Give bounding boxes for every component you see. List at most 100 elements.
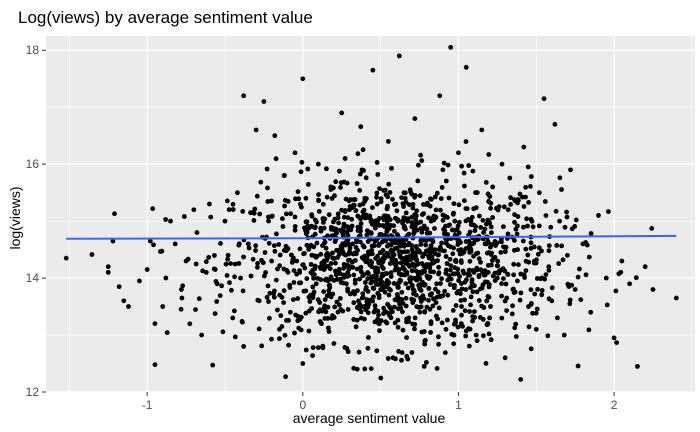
data-point bbox=[508, 195, 513, 201]
data-point bbox=[439, 185, 445, 190]
data-point bbox=[521, 144, 527, 150]
data-point bbox=[396, 267, 402, 272]
data-point bbox=[468, 294, 474, 300]
data-point bbox=[353, 324, 359, 330]
data-point bbox=[414, 244, 419, 250]
data-point bbox=[363, 175, 369, 181]
data-point bbox=[395, 306, 401, 312]
data-point bbox=[360, 147, 366, 153]
data-point bbox=[548, 224, 554, 230]
data-point bbox=[331, 219, 336, 225]
data-point bbox=[334, 230, 339, 236]
data-point bbox=[392, 297, 398, 303]
data-point bbox=[673, 295, 679, 301]
data-point bbox=[516, 262, 521, 268]
data-point bbox=[236, 261, 242, 266]
data-point bbox=[442, 288, 447, 294]
data-point bbox=[568, 167, 573, 173]
data-point bbox=[467, 309, 472, 314]
data-point bbox=[510, 287, 516, 292]
data-point bbox=[394, 208, 400, 214]
data-point bbox=[417, 275, 422, 281]
data-point bbox=[633, 275, 639, 281]
data-point bbox=[406, 231, 412, 237]
data-point bbox=[424, 273, 430, 279]
data-point bbox=[557, 175, 563, 181]
data-point bbox=[277, 292, 283, 298]
data-point bbox=[304, 229, 310, 235]
data-point bbox=[266, 240, 272, 246]
data-point bbox=[470, 168, 476, 174]
data-point bbox=[291, 297, 296, 302]
data-point bbox=[468, 302, 473, 308]
data-point bbox=[345, 233, 351, 238]
data-point bbox=[313, 281, 319, 287]
data-point bbox=[575, 363, 581, 369]
data-point bbox=[434, 313, 439, 319]
data-point bbox=[352, 280, 358, 286]
data-point bbox=[546, 267, 552, 273]
data-point bbox=[313, 254, 319, 260]
data-point bbox=[463, 328, 469, 334]
data-point bbox=[272, 133, 278, 139]
data-point bbox=[324, 166, 329, 172]
data-point bbox=[462, 279, 468, 285]
data-point bbox=[403, 260, 408, 266]
data-point bbox=[456, 278, 461, 283]
data-point bbox=[418, 242, 424, 247]
data-point bbox=[321, 289, 327, 294]
data-point bbox=[409, 350, 415, 355]
data-point bbox=[400, 327, 406, 333]
data-point bbox=[379, 282, 385, 288]
data-point bbox=[400, 309, 405, 315]
data-point bbox=[358, 315, 364, 321]
data-point bbox=[250, 210, 255, 216]
data-point bbox=[390, 250, 396, 255]
data-point bbox=[385, 138, 391, 144]
data-point bbox=[459, 304, 464, 309]
data-point bbox=[457, 251, 463, 257]
data-point bbox=[326, 288, 332, 293]
data-point bbox=[463, 64, 469, 70]
data-point bbox=[481, 230, 486, 236]
data-point bbox=[372, 225, 378, 231]
data-point bbox=[378, 250, 384, 255]
data-point bbox=[293, 196, 298, 202]
data-point bbox=[453, 303, 459, 308]
data-point bbox=[422, 338, 428, 344]
data-point bbox=[443, 326, 449, 332]
data-point bbox=[474, 190, 480, 196]
data-point bbox=[463, 287, 469, 292]
data-point bbox=[311, 289, 317, 295]
data-point bbox=[426, 215, 431, 221]
data-point bbox=[144, 267, 150, 272]
data-point bbox=[525, 223, 530, 229]
data-point bbox=[315, 297, 321, 303]
data-point bbox=[345, 215, 351, 221]
data-point bbox=[369, 264, 374, 269]
data-point bbox=[381, 188, 387, 193]
data-point bbox=[335, 215, 341, 221]
data-point bbox=[451, 341, 457, 347]
data-point bbox=[284, 247, 290, 253]
data-point bbox=[360, 214, 366, 219]
data-point bbox=[517, 297, 523, 303]
data-point bbox=[340, 308, 346, 314]
data-point bbox=[384, 206, 390, 212]
data-point bbox=[536, 190, 542, 196]
data-point bbox=[370, 251, 375, 257]
data-point bbox=[212, 311, 218, 316]
data-point bbox=[559, 187, 564, 192]
data-point bbox=[470, 318, 475, 324]
data-point bbox=[322, 297, 328, 303]
data-point bbox=[489, 230, 494, 236]
data-point bbox=[358, 264, 364, 270]
data-point bbox=[377, 321, 382, 327]
data-point bbox=[515, 200, 520, 206]
data-point bbox=[388, 306, 394, 312]
data-point bbox=[409, 296, 414, 302]
data-point bbox=[499, 315, 505, 321]
data-point bbox=[642, 264, 648, 270]
